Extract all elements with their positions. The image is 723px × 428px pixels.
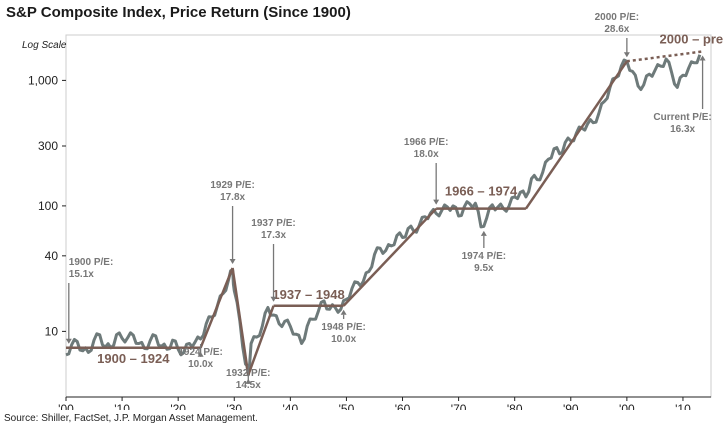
pe-annotation-text: 2000 P/E: <box>595 12 639 23</box>
trend-segment <box>524 60 628 210</box>
pe-annotation: 1937 P/E:17.3x <box>251 218 296 302</box>
pe-annotation-text: Current P/E: <box>653 112 711 123</box>
pe-annotation-text: 28.6x <box>604 24 629 35</box>
pe-annotation-text: 1929 P/E: <box>210 180 254 191</box>
pe-annotation: 2000 P/E:28.6x <box>595 12 639 58</box>
x-tick-labels: '00 '10 '20 '30 '40 '50 '60 '70 '80 '90 '00 '10 <box>58 397 691 410</box>
y-tick-labels: 10 40 100 300 1,000 <box>28 73 66 338</box>
period-label: 1937 – 1948 <box>272 287 344 302</box>
pe-annotation-text: 1937 P/E: <box>251 218 295 229</box>
arrow-head-icon <box>65 338 72 344</box>
arrow-head-icon <box>197 351 204 357</box>
x-tick-label: '80 <box>507 402 523 410</box>
y-tick-label: 10 <box>45 324 59 338</box>
trend-segment <box>626 50 703 63</box>
x-tick-label: '50 <box>339 402 355 410</box>
arrow-head-icon <box>229 258 236 264</box>
pe-annotation-text: 18.0x <box>414 149 439 160</box>
x-tick-label: '90 <box>563 402 579 410</box>
y-tick-label: 300 <box>38 139 58 153</box>
period-label: 2000 – present <box>660 31 723 46</box>
chart-svg: Log Scale 10 40 100 300 1,000 '00 '10 '20 '30 '4… <box>22 12 723 410</box>
y-tick-label: 40 <box>45 249 59 263</box>
pe-annotation: 1932 P/E:14.5x <box>226 365 271 391</box>
x-tick-label: '10 <box>675 402 691 410</box>
series-layer <box>65 54 702 377</box>
x-tick-label: '60 <box>395 402 411 410</box>
arrow-head-icon <box>340 309 347 315</box>
x-tick-label: '00 <box>58 402 74 410</box>
index-series-line <box>65 54 702 377</box>
chart-title: S&P Composite Index, Price Return (Since… <box>6 4 351 21</box>
trend-segment <box>231 267 250 376</box>
pe-annotation-text: 14.5x <box>236 380 261 391</box>
pe-annotation-text: 17.3x <box>261 230 286 241</box>
pe-annotation: 1966 P/E:18.0x <box>404 137 448 205</box>
arrow-head-icon <box>699 55 706 61</box>
arrow-head-icon <box>270 296 277 302</box>
x-tick-label: '20 <box>170 402 186 410</box>
pe-annotation-text: 17.8x <box>220 192 245 203</box>
pe-annotation-text: 9.5x <box>474 263 494 274</box>
pe-annotation-text: 1948 P/E: <box>321 322 365 333</box>
x-tick-label: '10 <box>114 402 130 410</box>
arrow-head-icon <box>245 378 252 384</box>
x-tick-label: '00 <box>619 402 635 410</box>
pe-annotation-text: 1974 P/E: <box>462 251 506 262</box>
trend-segment <box>199 267 234 349</box>
trend-segment <box>342 207 438 307</box>
y-tick-label: 100 <box>38 199 58 213</box>
arrow-head-icon <box>623 52 630 58</box>
x-tick-label: '70 <box>451 402 467 410</box>
pe-annotation-text: 10.0x <box>331 334 356 345</box>
x-tick-label: '40 <box>283 402 299 410</box>
pe-annotation-text: 1900 P/E: <box>69 257 113 268</box>
pe-annotation: 1924 P/E:10.0x <box>178 344 223 370</box>
trend-layer: 1900 – 1924 1937 – 1948 1966 – 1974 2000 – … <box>66 31 723 376</box>
pe-annotation: 1948 P/E:10.0x <box>321 309 366 345</box>
plot-area-border <box>65 34 712 398</box>
pe-annotation: 1900 P/E:15.1x <box>65 257 113 344</box>
arrow-head-icon <box>480 230 487 236</box>
arrow-head-icon <box>433 199 440 205</box>
trend-segment <box>247 305 275 376</box>
y-tick-label: 1,000 <box>28 73 58 87</box>
y-axis-scale-label: Log Scale <box>22 40 67 51</box>
pe-annotation: 1974 P/E:9.5x <box>462 230 506 274</box>
period-label: 1966 – 1974 <box>445 184 518 199</box>
pe-annotation: 1929 P/E:17.8x <box>210 180 255 264</box>
pe-annotation-text: 15.1x <box>69 269 94 280</box>
pe-annotation-text: 16.3x <box>670 124 695 135</box>
pe-annotation: Current P/E:16.3x <box>653 55 712 135</box>
pe-annotation-text: 1966 P/E: <box>404 137 448 148</box>
period-label: 1900 – 1924 <box>97 351 170 366</box>
source-note: Source: Shiller, FactSet, J.P. Morgan As… <box>4 413 258 424</box>
x-tick-label: '30 <box>226 402 242 410</box>
pe-annotation-text: 10.0x <box>188 359 213 370</box>
